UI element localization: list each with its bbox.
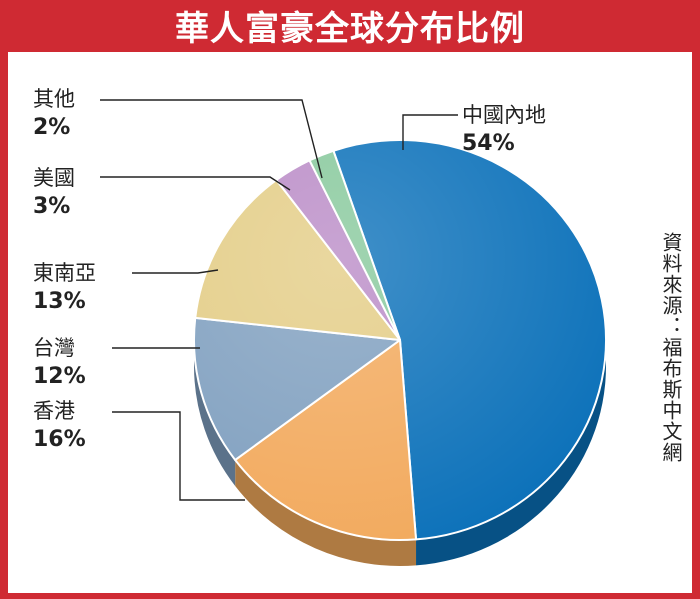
chart-title: 華人富豪全球分布比例 [175,8,525,49]
slice-4-label: 美國 [33,166,75,190]
slice-5-leader-line [100,99,323,179]
slice-5-value-label: 2% [33,115,70,140]
slice-0-label: 中國內地 [462,103,546,127]
slice-2-label: 台灣 [33,336,75,360]
slice-1-leader-line [112,411,245,501]
slice-1-label: 香港 [33,399,75,423]
slice-3-leader-line [132,269,219,274]
source-note: 資料來源：福布斯中文網 [659,232,683,463]
slice-2-value-label: 12% [33,364,86,389]
slice-3-label: 東南亞 [33,261,96,285]
slice-0-leader-line [402,114,458,150]
slice-5-label: 其他 [33,87,75,111]
slice-3-value-label: 13% [33,289,86,314]
slice-4-leader-line [100,176,291,191]
slice-1-value-label: 16% [33,427,86,452]
slice-4-value-label: 3% [33,194,70,219]
slice-0-value-label: 54% [462,131,515,156]
